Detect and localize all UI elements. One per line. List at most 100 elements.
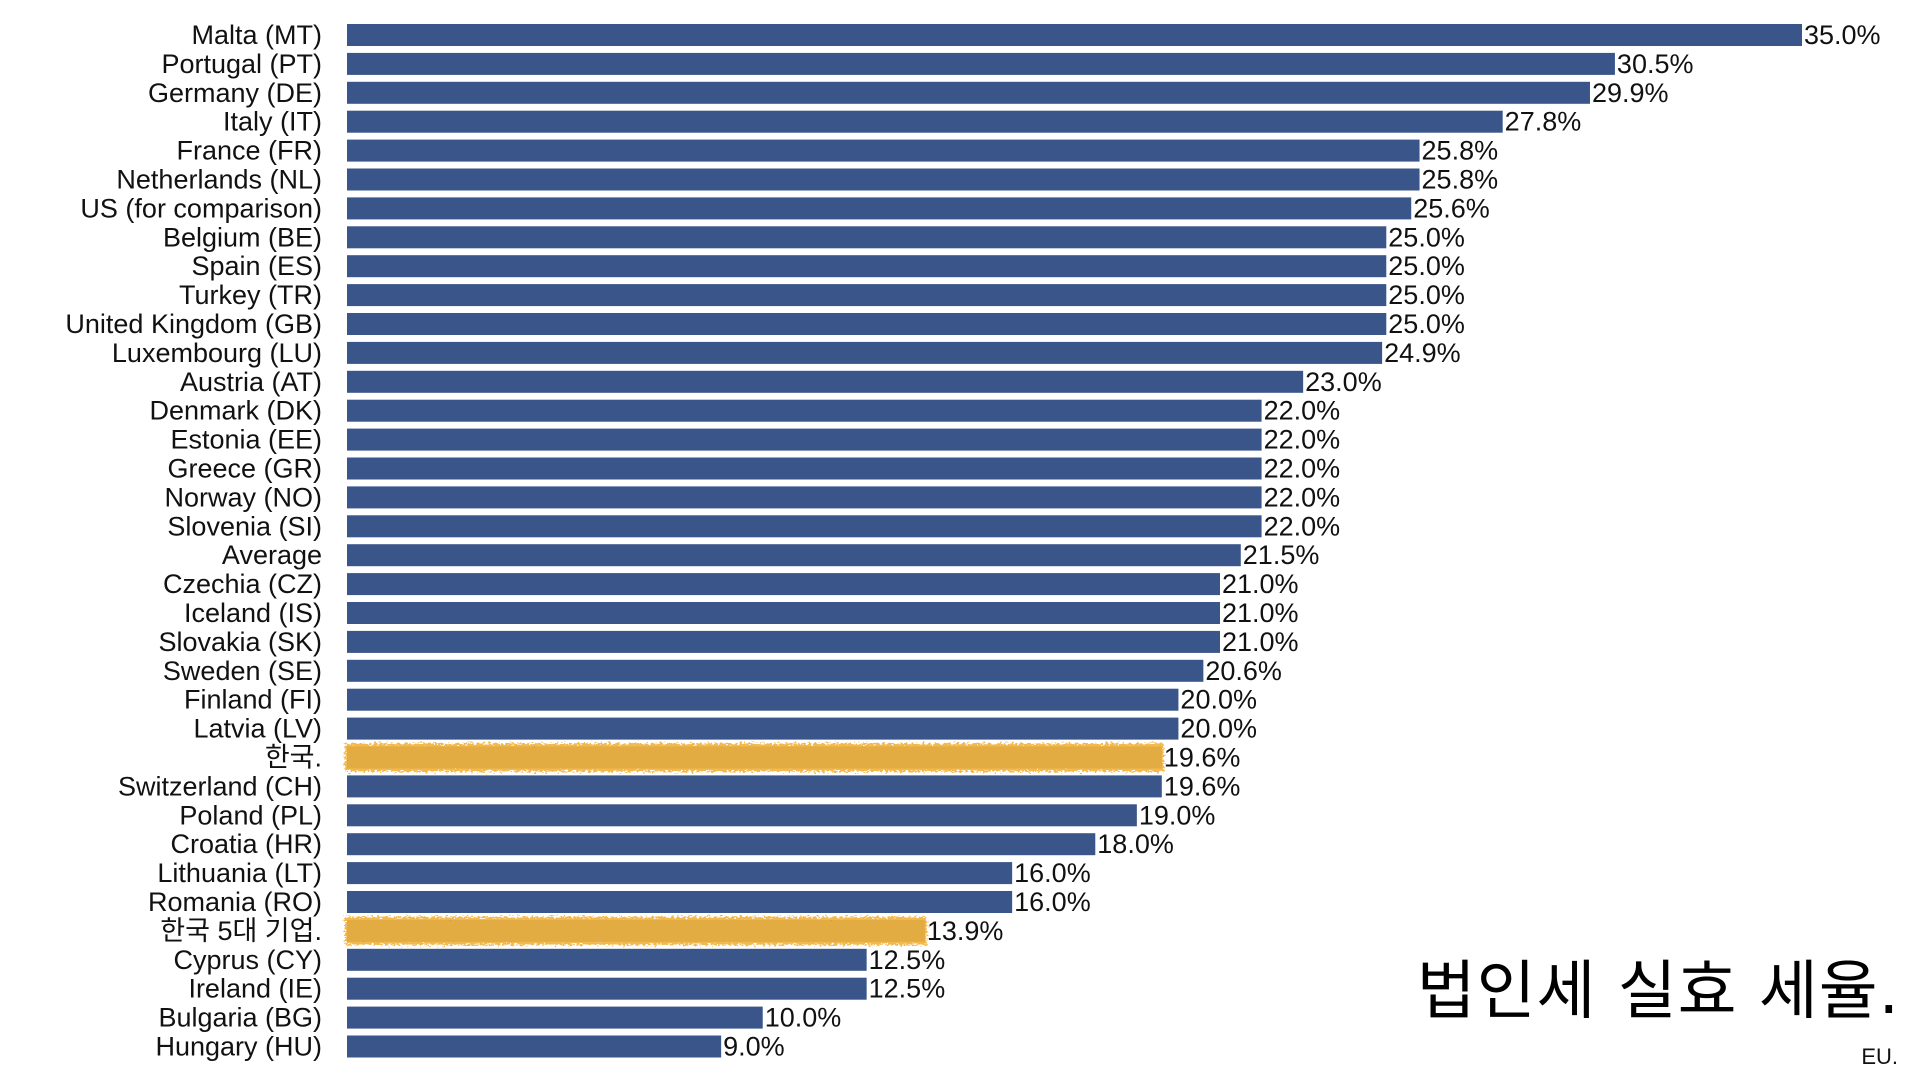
bar <box>347 717 1179 740</box>
bar <box>347 399 1262 422</box>
bar <box>347 52 1615 75</box>
value-label: 25.8% <box>1422 165 1499 195</box>
bar <box>347 833 1096 856</box>
bar <box>347 370 1304 393</box>
bar-group <box>345 24 1802 1058</box>
bar <box>347 341 1383 364</box>
bar <box>347 428 1262 451</box>
category-label: 한국 5대 기업. <box>160 916 322 946</box>
value-label: 12.5% <box>869 974 946 1004</box>
category-label: US (for comparison) <box>80 193 322 223</box>
category-label: Italy (IT) <box>223 107 322 137</box>
category-label: Portugal (PT) <box>161 49 322 79</box>
bar <box>347 139 1420 162</box>
bar <box>347 1035 722 1058</box>
value-label: 16.0% <box>1014 858 1091 888</box>
value-label: 22.0% <box>1264 425 1341 455</box>
value-label: 22.0% <box>1264 396 1341 426</box>
category-label: Germany (DE) <box>148 78 322 108</box>
category-label: Ireland (IE) <box>188 974 322 1004</box>
bar <box>347 775 1162 798</box>
value-label: 23.0% <box>1305 367 1382 397</box>
value-label: 29.9% <box>1592 78 1669 108</box>
value-labels: 35.0%30.5%29.9%27.8%25.8%25.8%25.6%25.0%… <box>723 20 1880 1062</box>
bar <box>347 81 1590 104</box>
bar <box>347 24 1802 46</box>
value-label: 16.0% <box>1014 887 1091 917</box>
value-label: 19.6% <box>1164 743 1241 773</box>
category-label: Slovakia (SK) <box>158 627 322 657</box>
value-label: 25.0% <box>1388 309 1465 339</box>
bar <box>347 891 1013 913</box>
category-label: Cyprus (CY) <box>173 945 322 975</box>
value-label: 24.9% <box>1384 338 1461 368</box>
bar <box>347 457 1262 480</box>
value-label: 21.0% <box>1222 569 1299 599</box>
category-label: Croatia (HR) <box>170 829 322 859</box>
bar <box>347 977 867 1000</box>
value-label: 25.6% <box>1413 193 1490 223</box>
bar <box>347 255 1387 278</box>
category-label: Romania (RO) <box>148 887 322 917</box>
value-label: 9.0% <box>723 1032 785 1062</box>
value-label: 13.9% <box>927 916 1004 946</box>
bar <box>347 630 1220 653</box>
value-label: 21.0% <box>1222 627 1299 657</box>
value-label: 25.0% <box>1388 251 1465 281</box>
category-label: Denmark (DK) <box>149 396 322 426</box>
value-label: 30.5% <box>1617 49 1694 79</box>
category-label: Finland (FI) <box>184 685 322 715</box>
category-label: Lithuania (LT) <box>157 858 322 888</box>
category-label: Malta (MT) <box>192 20 323 50</box>
category-label: Estonia (EE) <box>170 425 322 455</box>
bar <box>347 168 1420 191</box>
bar <box>347 284 1387 307</box>
category-label: Turkey (TR) <box>179 280 322 310</box>
category-label: Slovenia (SI) <box>167 511 322 541</box>
value-label: 21.0% <box>1222 598 1299 628</box>
category-labels: Malta (MT)Portugal (PT)Germany (DE)Italy… <box>65 20 322 1062</box>
value-label: 10.0% <box>765 1003 842 1033</box>
category-label: Norway (NO) <box>164 482 322 512</box>
category-label: Belgium (BE) <box>163 222 322 252</box>
value-label: 22.0% <box>1264 454 1341 484</box>
category-label: Average <box>222 540 322 570</box>
value-label: 12.5% <box>869 945 946 975</box>
value-label: 20.6% <box>1205 656 1282 686</box>
value-label: 20.0% <box>1180 685 1257 715</box>
bar <box>347 544 1241 567</box>
bar <box>347 573 1220 596</box>
value-label: 27.8% <box>1505 107 1582 137</box>
category-label: France (FR) <box>176 136 322 166</box>
category-label: Poland (PL) <box>179 800 322 830</box>
value-label: 18.0% <box>1097 829 1174 859</box>
category-label: Switzerland (CH) <box>118 771 322 801</box>
value-label: 25.0% <box>1388 280 1465 310</box>
bar <box>347 948 867 971</box>
bar <box>347 110 1503 133</box>
category-label: Iceland (IS) <box>184 598 322 628</box>
bar <box>347 602 1220 624</box>
value-label: 35.0% <box>1804 20 1881 50</box>
chart-note: EU. <box>1861 1044 1898 1069</box>
category-label: Austria (AT) <box>180 367 322 397</box>
category-label: 한국. <box>265 743 322 773</box>
bar-highlight-scribble <box>345 916 927 945</box>
bar-highlight-scribble <box>345 743 1164 772</box>
bar <box>347 659 1204 682</box>
category-label: Luxembourg (LU) <box>112 338 322 368</box>
category-label: Greece (GR) <box>167 454 322 484</box>
bar <box>347 688 1179 711</box>
category-label: Spain (ES) <box>191 251 322 281</box>
bar <box>347 1006 763 1029</box>
bar <box>347 515 1262 538</box>
bar <box>347 804 1137 827</box>
bar <box>347 226 1387 249</box>
bar <box>347 862 1013 885</box>
value-label: 21.5% <box>1243 540 1320 570</box>
value-label: 25.8% <box>1422 136 1499 166</box>
chart-title: 법인세 실효 세율. <box>1416 955 1900 1029</box>
category-label: Hungary (HU) <box>155 1032 322 1062</box>
value-label: 20.0% <box>1180 714 1257 744</box>
